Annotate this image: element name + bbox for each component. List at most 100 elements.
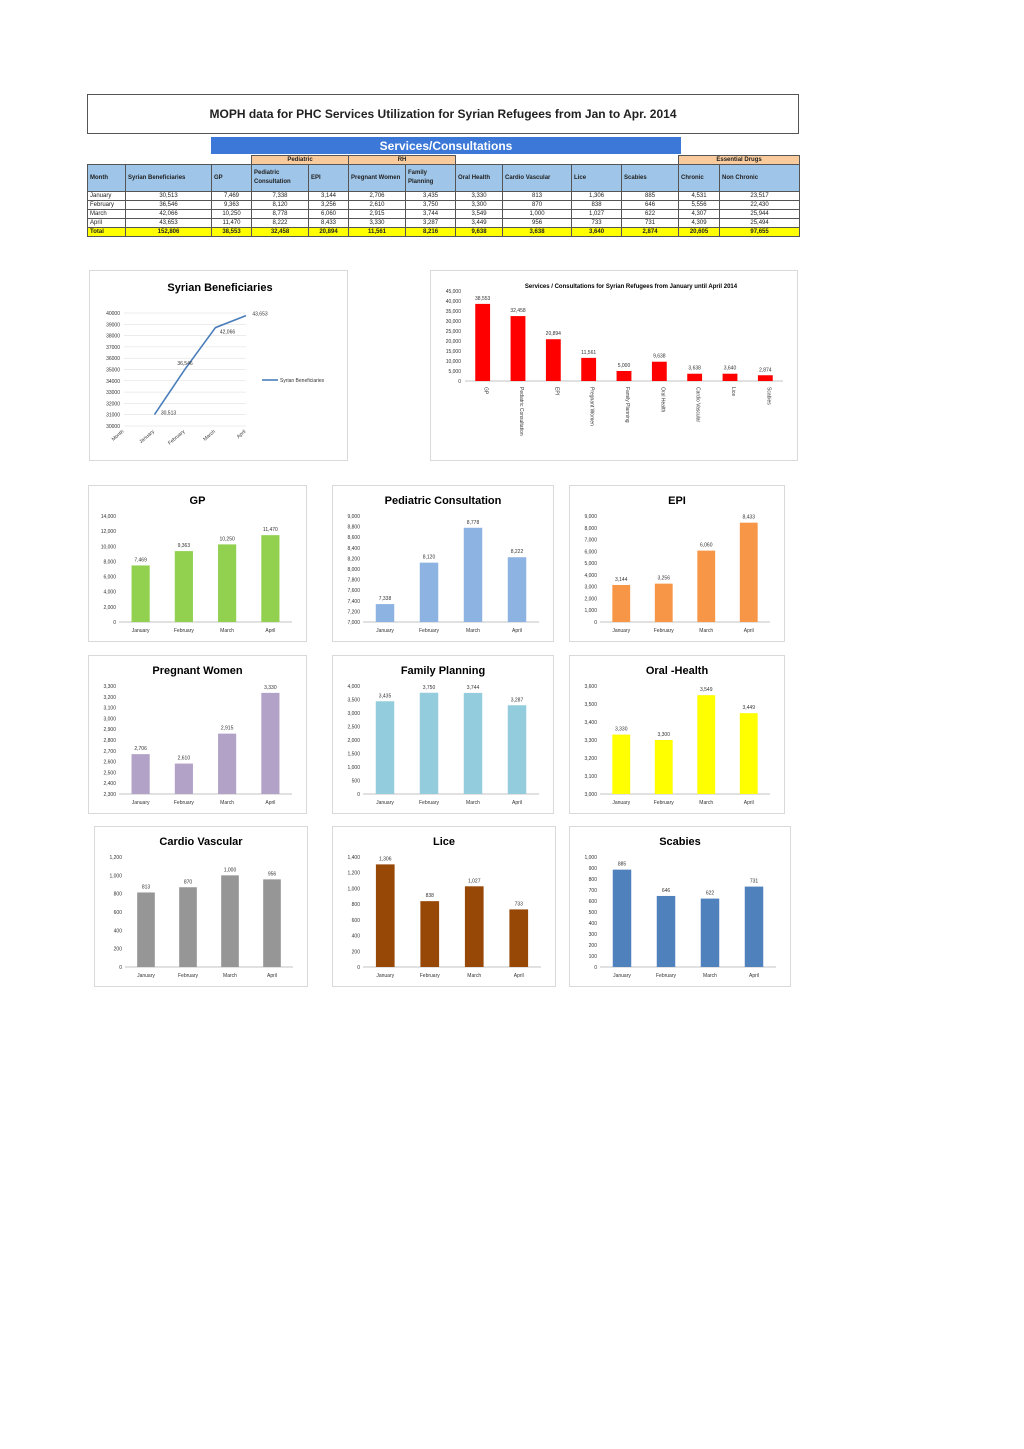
x-tick-label: January [613,973,631,979]
chart-title: Oral -Health [646,665,709,677]
x-tick-label: January [376,628,394,634]
table-cell: 8,222 [251,218,309,228]
y-tick-label: 14,000 [101,514,117,520]
table-cell: 152,806 [125,227,212,237]
x-tick-label: January [612,628,630,634]
x-tick-label: February [174,628,195,634]
table-row: February 36,546 9,363 8,120 3,256 2,610 3,750 3… [87,200,801,210]
y-tick-label: 0 [113,620,116,626]
bar [739,522,758,622]
x-tick-label: Family Planning [624,387,630,423]
series-line [153,314,247,416]
column-header: Pediatric Consultation [251,164,309,192]
bar [174,763,193,794]
table-cell: 885 [621,191,680,201]
data-label: 1,027 [468,878,481,884]
chart-gp: GP 0 2,000 4,000 6,000 8,000 10,000 12,000 14,00… [101,495,292,634]
table-cell: 1,027 [571,209,623,219]
data-label: 838 [426,893,435,899]
y-tick-label: 3,400 [584,720,597,726]
y-tick-label: 2,300 [103,792,116,798]
table-cell: 3,256 [307,200,350,210]
bar [179,887,197,967]
y-tick-label: 37000 [106,345,120,351]
table-cell: 22,430 [719,200,801,210]
bar [757,375,773,381]
table-cell: 733 [571,218,623,228]
panel-syrian-beneficiaries: Syrian Beneficiaries 30000 31000 32000 33000… [89,270,348,461]
data-label: 30,513 [161,411,177,417]
y-tick-label: 33000 [106,390,120,396]
y-tick-label: 7,000 [347,620,360,626]
data-label: 8,433 [742,515,755,521]
bar [744,886,764,967]
x-tick-label: March [466,800,480,806]
table-cell: 9,638 [455,227,504,237]
y-tick-label: 0 [119,965,122,971]
data-label: 1,000 [224,867,237,873]
x-tick-label: April [744,800,754,806]
y-tick-label: 10,000 [446,359,462,365]
chart-services-overview: Services / Consultations for Syrian Refu… [446,284,783,436]
y-tick-label: 30000 [106,424,120,430]
table-cell: 43,653 [125,218,212,228]
y-tick-label: 45,000 [446,289,462,295]
data-label: 3,256 [657,576,670,582]
y-tick-label: 0 [594,620,597,626]
x-tick-label: Pregnant Women [589,387,595,426]
table-cell: 20,605 [678,227,721,237]
bar [263,879,281,967]
column-header: Month [87,164,126,192]
x-tick-label: April [236,429,248,440]
table-cell: 25,494 [719,218,801,228]
y-tick-label: 3,500 [584,702,597,708]
panel-lice: Lice 0 200 400 600 800 1,000 1,200 1,400 1,306 Jan… [332,826,556,987]
y-tick-label: 39000 [106,322,120,328]
y-tick-label: 1,400 [347,855,360,861]
chart-title: EPI [668,495,686,507]
table-cell: February [87,200,126,210]
table-cell: 4,309 [678,218,721,228]
x-tick-label: February [174,800,195,806]
data-label: 1,306 [379,856,392,862]
y-tick-label: 1,000 [347,886,360,892]
y-tick-label: 3,200 [103,695,116,701]
panel-epi: EPI 0 1,000 2,000 3,000 4,000 5,000 6,000 7,000 8… [569,485,785,642]
table-cell: January [87,191,126,201]
column-header: Pregnant Women [348,164,407,192]
y-tick-label: 5,000 [448,369,461,375]
bar [612,869,632,967]
y-tick-label: 0 [357,792,360,798]
y-tick-label: 800 [589,877,598,883]
table-cell: 23,517 [719,191,801,201]
data-label: 10,250 [219,536,235,542]
data-label: 813 [142,884,151,890]
y-tick-label: 2,600 [103,760,116,766]
table-cell: 4,531 [678,191,721,201]
data-label: 42,066 [220,330,236,336]
table-cell: 11,561 [348,227,407,237]
x-tick-label: February [656,973,677,979]
bar [375,864,395,967]
table-cell: 30,513 [125,191,212,201]
data-label: 3,435 [379,693,392,699]
y-tick-label: 2,900 [103,727,116,733]
chart-lice: Lice 0 200 400 600 800 1,000 1,200 1,400 1,306 Jan… [347,836,541,979]
bar [137,892,155,967]
y-tick-label: 900 [589,866,598,872]
y-tick-label: 1,500 [347,752,360,758]
column-header: Family Planning [405,164,457,192]
y-tick-label: 1,000 [584,608,597,614]
chart-title: Syrian Beneficiaries [167,282,272,294]
data-label: 3,640 [724,366,737,372]
y-tick-label: 3,600 [584,684,597,690]
table-group-row: Pediatric RH Essential Drugs [88,155,801,165]
data-label: 20,894 [546,331,562,337]
y-tick-label: 25,000 [446,329,462,335]
bar [697,695,716,794]
y-tick-label: 800 [114,892,123,898]
x-tick-label: March [467,973,481,979]
chart-pregnant-women: Pregnant Women 2,300 2,400 2,500 2,600 2,700 2… [103,665,292,806]
y-tick-label: 6,000 [103,575,116,581]
y-tick-label: 2,000 [347,738,360,744]
